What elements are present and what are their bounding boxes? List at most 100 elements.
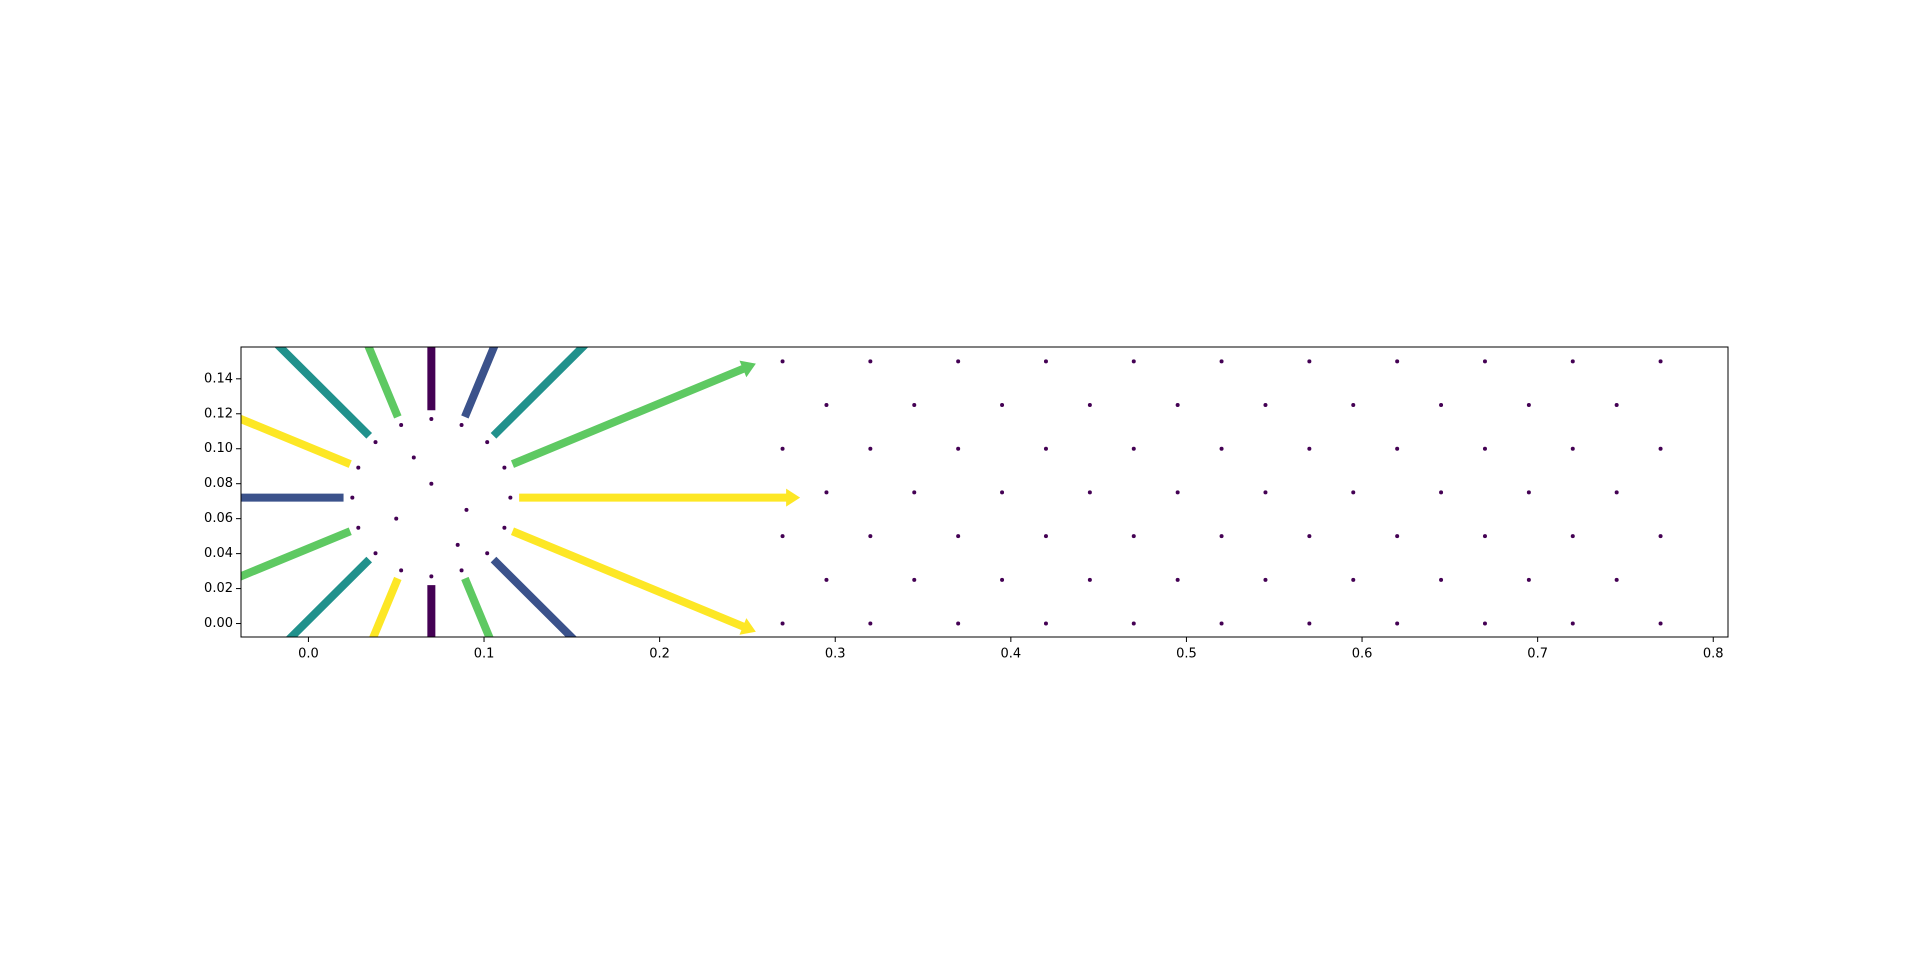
y-tick-label: 0.10 xyxy=(204,441,233,456)
particle xyxy=(1351,577,1356,582)
particle xyxy=(1087,490,1092,495)
particle xyxy=(464,507,469,512)
y-tick-label: 0.02 xyxy=(204,581,233,596)
particle xyxy=(429,481,434,486)
particle xyxy=(502,525,507,530)
particle xyxy=(1570,534,1575,539)
velocity-arrow xyxy=(241,527,352,581)
velocity-arrow xyxy=(274,347,373,439)
particle xyxy=(1658,446,1663,451)
particle xyxy=(356,465,361,470)
velocity-arrow xyxy=(461,576,494,637)
particle xyxy=(868,621,873,626)
particle xyxy=(356,525,361,530)
particle xyxy=(399,422,404,427)
particle xyxy=(373,440,378,445)
y-tick-label: 0.06 xyxy=(204,511,233,526)
particle xyxy=(459,568,464,573)
y-tick-label: 0.00 xyxy=(204,616,233,631)
particle xyxy=(824,403,829,408)
particle xyxy=(1131,446,1136,451)
particle xyxy=(1395,621,1400,626)
particle xyxy=(394,516,399,521)
particle xyxy=(1351,490,1356,495)
particle xyxy=(1526,403,1531,408)
particle xyxy=(1570,621,1575,626)
particle xyxy=(1307,446,1312,451)
particle xyxy=(780,446,785,451)
particle xyxy=(1175,403,1180,408)
particle xyxy=(1000,403,1005,408)
particle xyxy=(1614,490,1619,495)
velocity-arrow xyxy=(364,347,402,419)
particle xyxy=(1263,490,1268,495)
particle xyxy=(1263,577,1268,582)
y-tick-label: 0.14 xyxy=(204,371,233,386)
particle xyxy=(868,359,873,364)
particle xyxy=(1570,446,1575,451)
particle xyxy=(1395,534,1400,539)
particle xyxy=(1175,577,1180,582)
x-tick-label: 0.6 xyxy=(1352,647,1373,662)
particle xyxy=(1043,359,1048,364)
x-tick-label: 0.1 xyxy=(474,647,495,662)
particle xyxy=(1526,577,1531,582)
particle xyxy=(1219,621,1224,626)
particle xyxy=(485,551,490,556)
particle xyxy=(780,359,785,364)
particle xyxy=(1263,403,1268,408)
particle xyxy=(780,621,785,626)
particle xyxy=(1658,621,1663,626)
particle xyxy=(1307,534,1312,539)
plot-area xyxy=(241,347,1663,637)
y-tick-label: 0.12 xyxy=(204,406,233,421)
particle xyxy=(868,534,873,539)
particle xyxy=(1439,577,1444,582)
velocity-arrow xyxy=(241,414,352,468)
particle xyxy=(1131,621,1136,626)
velocity-arrow xyxy=(490,556,577,637)
particle xyxy=(1658,359,1663,364)
particle xyxy=(1087,577,1092,582)
x-tick-label: 0.0 xyxy=(298,647,319,662)
particle xyxy=(1614,403,1619,408)
particle xyxy=(1526,490,1531,495)
particle xyxy=(1043,534,1048,539)
particle xyxy=(1482,621,1487,626)
velocity-arrow xyxy=(461,347,499,419)
particle xyxy=(1219,534,1224,539)
velocity-arrow xyxy=(510,360,756,468)
particle xyxy=(1482,446,1487,451)
particle xyxy=(508,495,513,500)
particle xyxy=(399,568,404,573)
velocity-arrow xyxy=(510,527,756,635)
particle xyxy=(1131,359,1136,364)
velocity-arrow xyxy=(490,347,589,439)
x-tick-label: 0.4 xyxy=(1000,647,1021,662)
y-tick-label: 0.04 xyxy=(204,546,233,561)
particle xyxy=(1658,534,1663,539)
particle xyxy=(1175,490,1180,495)
particle xyxy=(1131,534,1136,539)
particle xyxy=(455,542,460,547)
particle xyxy=(912,490,917,495)
x-tick-label: 0.5 xyxy=(1176,647,1197,662)
particle xyxy=(956,446,961,451)
particle xyxy=(373,551,378,556)
axes-frame xyxy=(240,346,1729,638)
velocity-arrow xyxy=(241,493,344,502)
particle xyxy=(1351,403,1356,408)
particle xyxy=(1395,446,1400,451)
y-tick-label: 0.08 xyxy=(204,476,233,491)
particle xyxy=(1614,577,1619,582)
particle xyxy=(350,495,355,500)
particle xyxy=(1570,359,1575,364)
particle xyxy=(1000,577,1005,582)
particle xyxy=(1395,359,1400,364)
particle xyxy=(411,455,416,460)
particle xyxy=(1087,403,1092,408)
particle xyxy=(1439,403,1444,408)
particle xyxy=(502,465,507,470)
